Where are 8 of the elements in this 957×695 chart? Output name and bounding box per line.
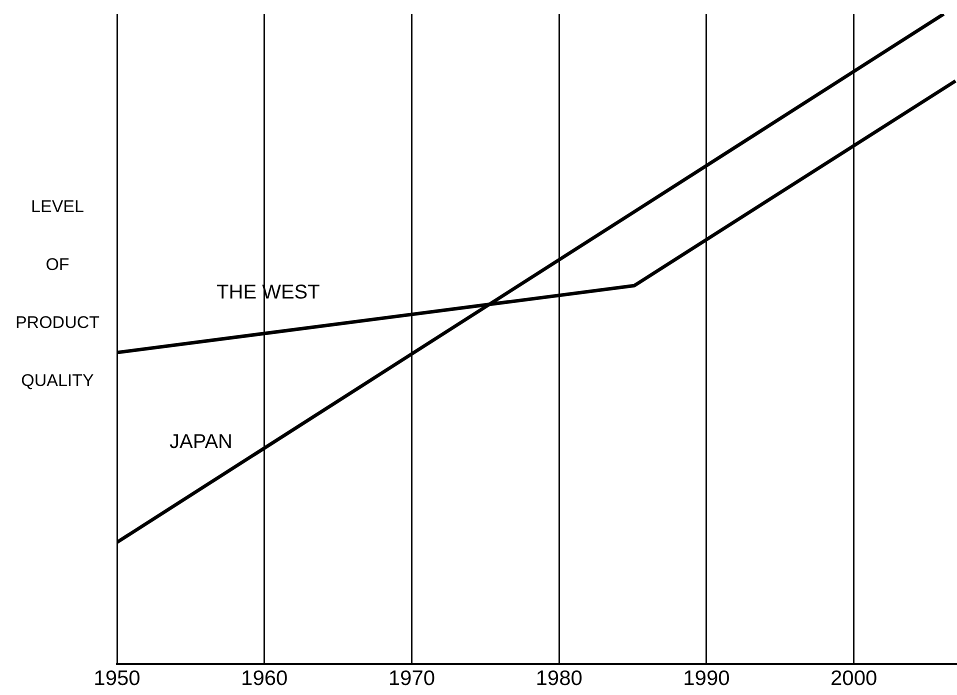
x-tick-label: 1950 xyxy=(94,667,140,690)
x-tick-label: 1990 xyxy=(683,667,730,690)
x-tick-label: 1970 xyxy=(388,667,436,690)
x-tick-label: 1980 xyxy=(536,667,582,690)
series-label: JAPAN xyxy=(170,431,232,454)
text: LEVEL OF PRODUCT QUALITY xyxy=(15,197,100,390)
x-tick-label: 2000 xyxy=(830,667,878,690)
x-tick-label: 1960 xyxy=(241,667,288,690)
